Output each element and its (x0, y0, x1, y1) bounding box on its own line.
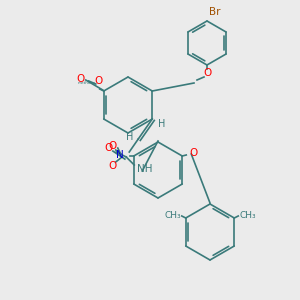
Text: NH: NH (137, 164, 153, 174)
Text: O: O (104, 143, 112, 153)
Text: CH₃: CH₃ (239, 212, 256, 220)
Text: H: H (158, 119, 166, 129)
Text: O: O (203, 68, 211, 78)
Text: CH₃: CH₃ (164, 212, 181, 220)
Text: O: O (189, 148, 197, 158)
Text: O: O (109, 141, 117, 151)
Text: methoxy: methoxy (78, 81, 96, 85)
Text: O: O (94, 76, 103, 86)
Text: O: O (76, 74, 85, 84)
Text: H: H (126, 132, 133, 142)
Text: N: N (116, 150, 124, 160)
Text: O: O (109, 161, 117, 171)
Text: Br: Br (209, 7, 220, 17)
